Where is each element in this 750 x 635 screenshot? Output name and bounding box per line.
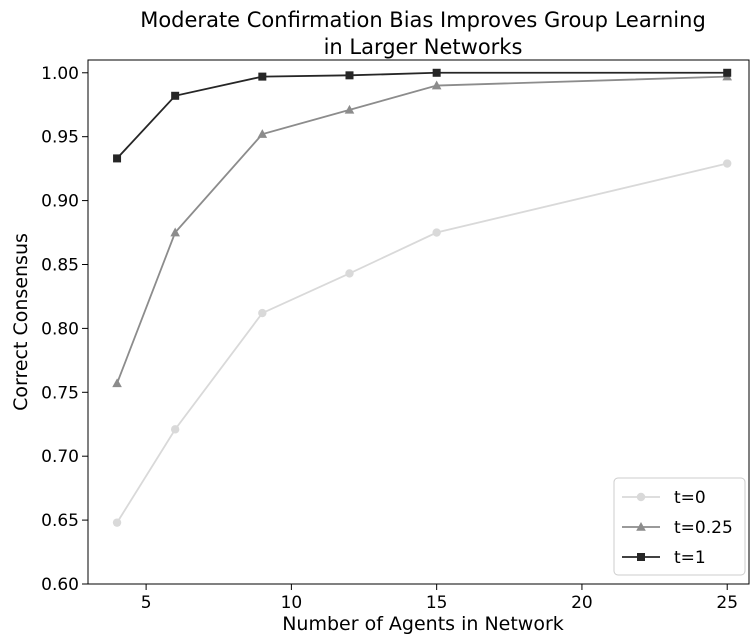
legend-marker	[636, 522, 646, 531]
series-t=0.25	[112, 71, 733, 388]
chart-title-line-1: Moderate Confirmation Bias Improves Grou…	[140, 8, 706, 32]
series-line	[116, 71, 728, 160]
series-layer	[112, 68, 733, 527]
x-axis: 5 10 15 20 25	[141, 584, 738, 613]
data-point	[171, 91, 180, 100]
legend-box	[613, 477, 746, 576]
legend-label: t=0	[674, 488, 706, 508]
legend-item: t=0	[622, 488, 706, 508]
x-tick-label: 15	[426, 593, 448, 613]
y-tick-label: 0.75	[41, 383, 79, 403]
plot-area	[87, 59, 750, 585]
legend-label: t=0.25	[674, 518, 733, 538]
x-tick-label: 20	[571, 593, 593, 613]
series-line	[116, 162, 728, 524]
data-point	[345, 71, 354, 80]
x-tick-label: 10	[281, 593, 303, 613]
chart-title-line-2: in Larger Networks	[324, 35, 523, 59]
data-point	[258, 308, 267, 318]
data-point	[723, 159, 732, 168]
data-point	[345, 269, 354, 278]
data-point	[170, 227, 180, 237]
y-axis-label: Correct Consensus	[10, 233, 32, 411]
x-axis-label: Number of Agents in Network	[282, 613, 564, 635]
series-line	[116, 75, 728, 384]
series-t=1	[113, 68, 732, 163]
y-tick-label: 0.90	[41, 192, 79, 212]
legend-item: t=1	[622, 548, 706, 568]
y-tick-label: 0.85	[41, 255, 79, 275]
y-tick-label: 0.70	[41, 447, 79, 467]
data-point	[431, 80, 442, 90]
legend-label: t=1	[674, 548, 706, 568]
data-point	[432, 228, 441, 237]
series-t=0	[112, 159, 732, 527]
data-point	[258, 72, 267, 81]
data-point	[112, 518, 122, 527]
y-tick-label: 0.65	[41, 511, 79, 531]
legend: t=0 t=0.25 t=1	[613, 477, 746, 576]
legend-marker	[637, 553, 645, 561]
data-point	[112, 378, 122, 388]
y-tick-label: 0.95	[41, 128, 79, 148]
legend-marker	[636, 492, 646, 502]
x-tick-label: 5	[141, 593, 152, 613]
data-point	[432, 68, 441, 77]
x-tick-label: 25	[716, 593, 738, 613]
data-point	[113, 154, 122, 163]
data-point	[723, 68, 732, 77]
y-axis: 0.60 0.65 0.70 0.75 0.80 0.85 0.90 0.95 1.00	[41, 64, 88, 595]
data-point	[257, 129, 268, 138]
legend-item: t=0.25	[622, 518, 733, 538]
data-point	[170, 425, 180, 434]
y-tick-label: 0.80	[41, 319, 79, 339]
y-tick-label: 1.00	[41, 64, 79, 84]
y-tick-label: 0.60	[41, 575, 79, 595]
data-point	[344, 104, 355, 114]
